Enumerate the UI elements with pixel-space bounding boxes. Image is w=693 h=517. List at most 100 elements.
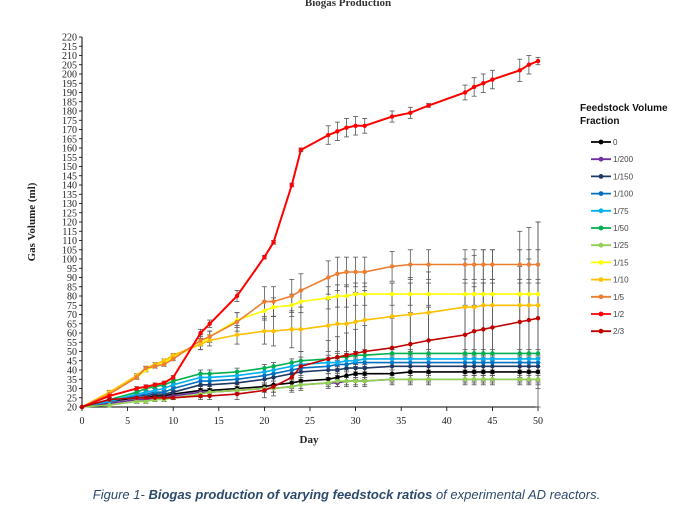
data-point — [289, 371, 294, 376]
data-point — [298, 378, 304, 384]
y-tick-label: 35 — [67, 375, 77, 386]
data-point — [198, 341, 203, 347]
data-point — [143, 399, 149, 404]
data-point — [298, 147, 304, 153]
data-point — [426, 338, 431, 343]
data-point — [134, 386, 139, 391]
data-point — [344, 362, 349, 367]
y-tick-label: 140 — [62, 181, 77, 192]
data-point — [234, 369, 240, 375]
data-point — [234, 380, 240, 386]
data-point — [207, 321, 212, 326]
data-point — [535, 351, 541, 356]
data-point — [234, 388, 240, 393]
legend-label: 1/150 — [613, 172, 634, 181]
legend-swatch-marker — [598, 277, 604, 282]
data-point — [207, 390, 212, 395]
y-tick-label: 220 — [62, 33, 77, 44]
data-point — [526, 360, 532, 365]
data-point — [535, 303, 541, 308]
data-point — [462, 356, 468, 362]
data-point — [362, 269, 367, 275]
data-point — [462, 304, 468, 310]
y-tick-label: 175 — [62, 116, 77, 127]
caption-bold: Biogas production of varying feedstock r… — [148, 487, 433, 502]
data-point — [389, 351, 395, 356]
data-point — [426, 377, 431, 382]
legend-label: 0 — [613, 138, 618, 147]
data-point — [408, 312, 413, 317]
y-tick-label: 150 — [62, 162, 77, 173]
data-point — [535, 58, 541, 64]
data-point — [462, 369, 468, 375]
y-tick-label: 200 — [62, 70, 77, 81]
biogas-chart: Biogas Production Gas Volume (ml) Day 20… — [26, 0, 668, 446]
data-point — [526, 317, 532, 323]
legend-swatch-marker — [598, 208, 604, 214]
data-point — [326, 275, 331, 280]
data-point — [389, 114, 395, 119]
legend-swatch-marker — [598, 294, 604, 300]
y-tick-label: 80 — [67, 292, 77, 303]
y-tick-label: 210 — [62, 51, 77, 62]
data-point — [335, 360, 340, 365]
data-point — [517, 356, 522, 362]
data-point — [234, 373, 240, 378]
data-point — [207, 338, 212, 343]
data-point — [526, 262, 532, 267]
data-point — [326, 360, 331, 365]
data-point — [152, 388, 158, 393]
data-point — [481, 356, 486, 362]
legend-label: 1/50 — [613, 224, 629, 233]
series-line — [81, 371, 538, 408]
legend-swatch-marker — [598, 139, 604, 145]
y-tick-label: 155 — [62, 153, 77, 164]
data-point — [298, 299, 304, 304]
data-point — [362, 317, 367, 323]
data-point — [289, 384, 294, 389]
figure-caption: Figure 1- Biogas production of varying f… — [0, 487, 693, 502]
data-point — [471, 304, 477, 310]
data-point — [289, 367, 294, 373]
data-point — [298, 327, 304, 332]
data-point — [471, 84, 477, 90]
data-point — [481, 327, 486, 332]
data-point — [490, 369, 495, 375]
y-tick-label: 130 — [62, 199, 77, 210]
legend-label: 1/25 — [613, 241, 629, 250]
legend-swatch-marker — [598, 328, 604, 334]
data-point — [517, 262, 522, 267]
data-point — [362, 291, 367, 297]
data-point — [481, 81, 486, 86]
x-tick-label: 0 — [80, 416, 85, 427]
data-point — [262, 299, 267, 304]
data-point — [326, 356, 331, 362]
data-point — [426, 351, 431, 356]
data-point — [207, 371, 212, 376]
data-point — [271, 299, 276, 304]
data-point — [289, 364, 294, 369]
legend-label: 1/75 — [613, 207, 629, 216]
data-point — [335, 321, 340, 326]
y-tick-label: 115 — [62, 227, 77, 238]
data-point — [262, 254, 267, 260]
legend-swatch-marker — [598, 311, 604, 317]
series-lines — [79, 58, 541, 410]
data-point — [462, 90, 468, 95]
x-axis-label: Day — [300, 434, 319, 446]
y-tick-label: 185 — [62, 97, 77, 108]
data-point — [471, 262, 477, 267]
data-point — [152, 382, 158, 387]
data-point — [271, 367, 276, 373]
data-point — [362, 349, 367, 354]
data-point — [490, 377, 495, 382]
data-point — [344, 125, 349, 130]
data-point — [335, 271, 340, 276]
data-point — [517, 319, 522, 325]
x-tick-label: 5 — [125, 416, 130, 427]
data-point — [481, 291, 486, 297]
data-point — [535, 369, 541, 375]
data-point — [462, 351, 468, 356]
y-tick-label: 85 — [67, 282, 77, 293]
data-point — [298, 369, 304, 375]
